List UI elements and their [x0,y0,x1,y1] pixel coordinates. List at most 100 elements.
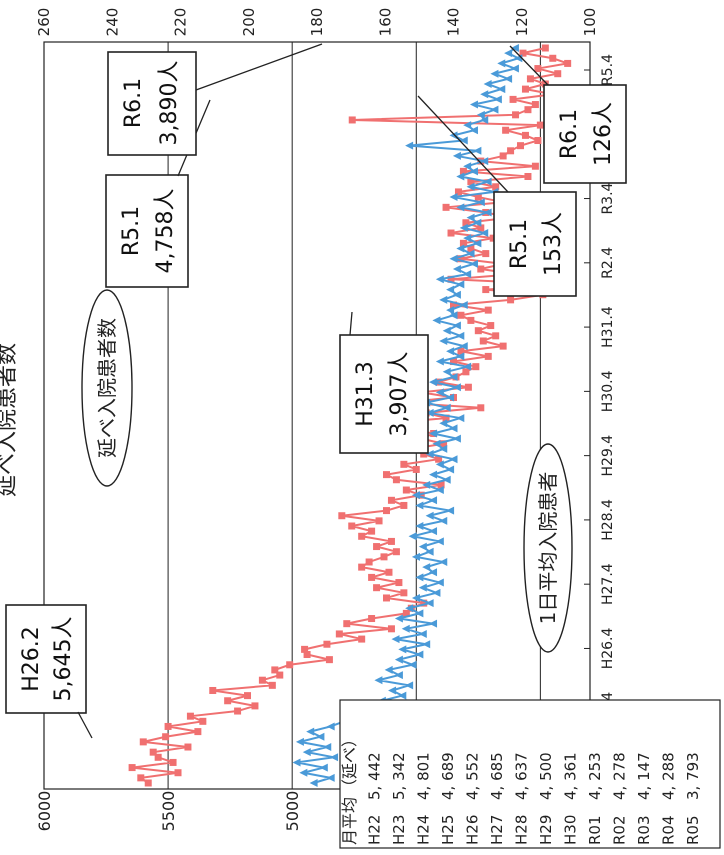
callout-r6-1-left: R6.1 3,890人 [107,43,323,156]
table-value: 4, 361 [562,752,580,800]
data-point-total [507,147,515,155]
data-point-total [174,769,182,777]
data-point-daily [435,460,444,469]
data-point-daily [295,737,304,746]
data-point-daily [466,213,475,222]
data-point-total [519,49,527,57]
legend-right-label: 1日平均入院患者 [523,443,573,653]
data-point-daily [405,604,414,613]
data-point-total [400,460,408,468]
data-point-total [467,244,475,252]
data-point-daily [319,763,328,772]
data-point-daily [326,773,335,782]
data-point-total [437,481,445,489]
data-point-daily [452,265,461,274]
y-right-tick-label: 120 [513,8,531,37]
data-point-daily [411,593,420,602]
data-point-daily [323,743,332,752]
callout-text: 3,890人 [157,61,182,146]
data-point-daily [405,141,414,150]
data-point-total [271,666,279,674]
callout-h26-2: H26.2 5,645人 [5,604,93,739]
data-point-daily [469,100,478,109]
data-point-daily [429,527,438,536]
data-point-total [400,589,408,597]
data-point-total [402,486,410,494]
data-point-daily [422,563,431,572]
data-point-daily [449,254,458,263]
data-point-daily [442,403,451,412]
data-point-daily [292,758,301,767]
data-point-daily [446,393,455,402]
data-point-total [549,54,557,62]
y-right-tick-label: 220 [172,8,190,37]
y-right-tick-label: 260 [35,8,53,37]
x-tick-label: R5.4 [600,54,616,86]
table-header-left: 月平均 [340,797,359,845]
data-point-total [380,553,388,561]
y-right-tick-label: 200 [240,8,258,37]
data-point-total [467,316,475,324]
data-point-total [534,137,542,145]
data-point-daily [405,681,414,690]
data-point-total [412,465,420,473]
data-point-total [457,255,465,263]
data-point-daily [408,532,417,541]
monthly-average-table: 月平均 （延べ） H22 5, 442 H23 5, 342 H24 4, 801 H25 4, … [339,699,721,849]
data-point-total [435,378,443,386]
data-point-total [536,121,544,129]
data-point-total [420,599,428,607]
data-point-total [457,311,465,319]
data-point-daily [446,306,455,315]
data-point-total [139,738,147,746]
callout-text: 5,645人 [51,617,76,702]
data-point-daily [425,511,434,520]
series-layer [128,44,572,787]
data-point-total [467,178,475,186]
legend-left-label: 延べ入院患者数 [81,289,133,487]
data-point-total [457,347,465,355]
data-point-total [472,363,480,371]
data-point-total [154,753,162,761]
data-point-daily [480,229,489,238]
table-year: H26 [464,815,482,845]
callout-text: R5.1 [507,219,532,269]
data-point-total [244,692,252,700]
data-point-total [338,512,346,520]
data-point-daily [480,157,489,166]
table-year: R01 [586,815,604,845]
data-point-total [301,645,309,653]
table-year: R03 [635,815,653,845]
data-point-daily [456,203,465,212]
data-point-total [499,152,507,160]
table-year: H22 [366,815,384,845]
callout-text: 153人 [541,212,566,276]
data-point-daily [415,573,424,582]
data-point-total [128,764,136,772]
data-point-total [450,301,457,309]
callout-text: R5.1 [119,206,144,256]
data-point-daily [432,316,441,325]
data-point-daily [429,470,438,479]
data-point-total [209,686,217,694]
y-left-tick-label: 6000 [35,791,54,832]
callout-text: 4,758人 [153,189,178,274]
data-point-total [375,517,383,525]
data-point-total [149,748,157,756]
data-point-total [487,322,495,330]
table-value: 4, 253 [586,752,604,800]
data-point-daily [429,378,438,387]
table-value: 4, 500 [537,752,555,800]
data-point-total [325,656,333,664]
data-point-daily [435,275,444,284]
data-point-total [531,162,539,170]
data-point-total [477,265,485,273]
callout-text: H26.2 [19,626,44,692]
data-point-daily [418,542,427,551]
data-point-daily [398,645,407,654]
data-point-daily [429,568,438,577]
data-point-daily [449,131,458,140]
data-point-total [184,743,192,751]
table-year: R04 [660,815,678,845]
